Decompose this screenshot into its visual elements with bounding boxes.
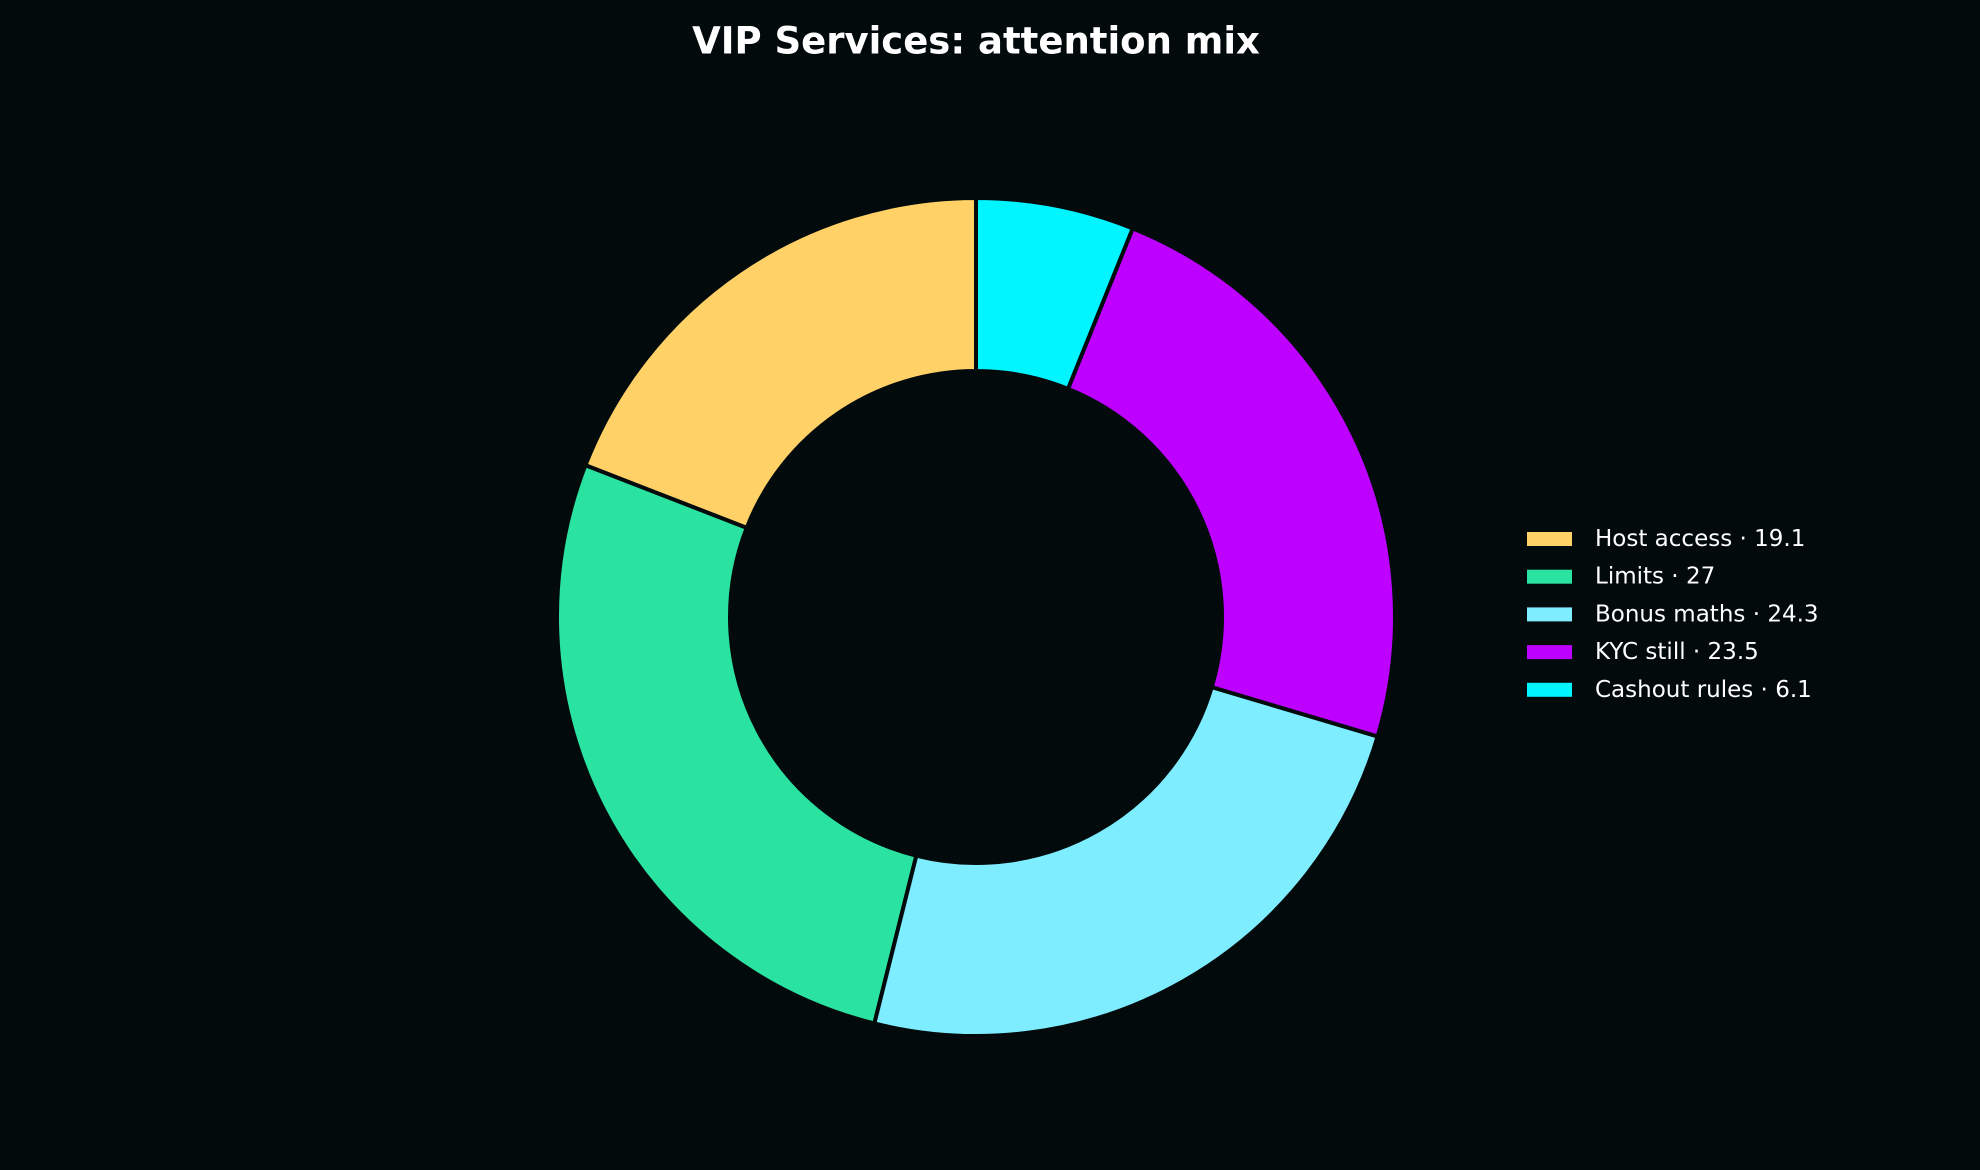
legend-category: Bonus maths (1595, 601, 1745, 627)
legend-swatch (1527, 682, 1572, 697)
donut-slice (1065, 226, 1397, 739)
legend-label: Host access · 19.1 (1595, 526, 1805, 552)
legend-category: Limits (1595, 563, 1664, 589)
legend-separator: · (1686, 639, 1708, 665)
donut-slice (974, 196, 1135, 391)
legend-separator: · (1664, 563, 1686, 589)
legend-label: Bonus maths · 24.3 (1595, 601, 1819, 627)
legend-value: 27 (1686, 563, 1715, 589)
legend-label: Cashout rules · 6.1 (1595, 676, 1812, 702)
legend-label: Limits · 27 (1595, 563, 1715, 589)
legend-label: KYC still · 23.5 (1595, 639, 1759, 665)
legend-value: 19.1 (1754, 526, 1805, 552)
chart-title: VIP Services: attention mix (692, 20, 1260, 63)
legend-category: Cashout rules (1595, 676, 1753, 702)
legend-value: 23.5 (1708, 639, 1759, 665)
legend-swatch (1527, 607, 1572, 622)
donut-slice (555, 463, 919, 1026)
legend-swatch (1527, 532, 1572, 546)
legend-value: 6.1 (1775, 676, 1812, 702)
legend-swatch (1527, 645, 1572, 660)
legend-separator: · (1745, 601, 1767, 627)
legend-category: Host access (1595, 526, 1732, 552)
legend-separator: · (1732, 526, 1754, 552)
legend-separator: · (1753, 676, 1775, 702)
legend-swatch (1527, 569, 1572, 584)
donut-slice (872, 685, 1380, 1038)
legend-category: KYC still (1595, 639, 1686, 665)
donut-slice (583, 196, 978, 530)
legend-value: 24.3 (1767, 601, 1818, 627)
